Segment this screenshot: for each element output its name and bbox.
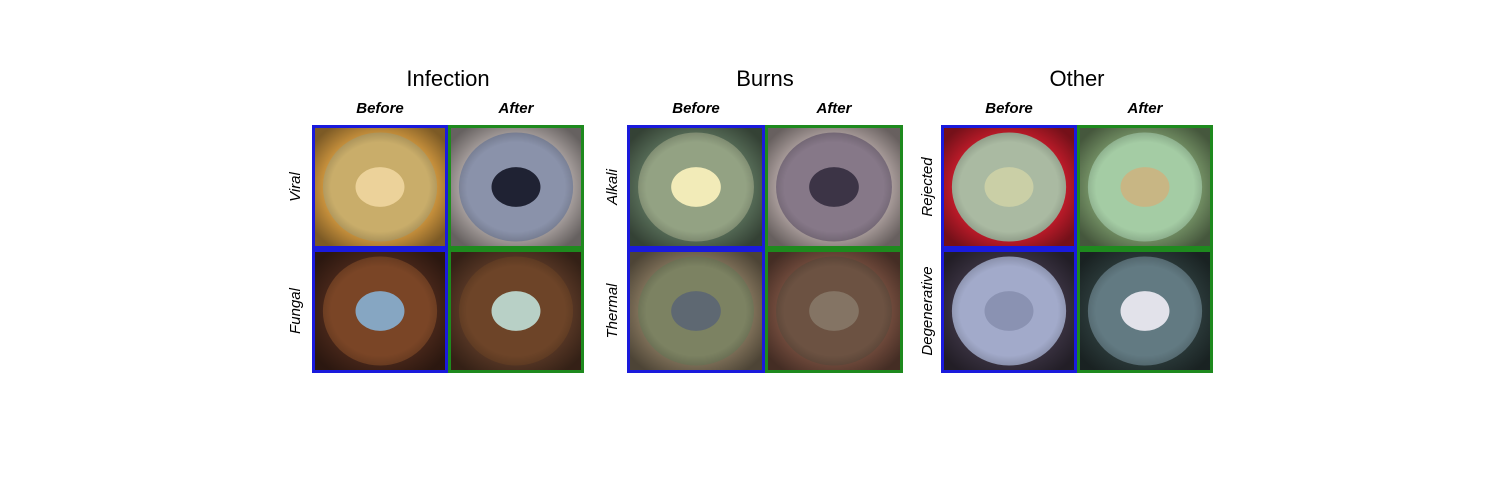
column-label: After	[1126, 100, 1163, 117]
photo-frame	[765, 249, 903, 373]
column-label: After	[497, 100, 534, 117]
eye-photo	[448, 125, 584, 249]
photo-shade	[941, 249, 1077, 373]
photo-shade	[941, 125, 1077, 249]
photo-frame	[941, 249, 1077, 373]
photo-frame	[312, 125, 448, 249]
photo-shade	[1077, 249, 1213, 373]
photo-frame	[448, 249, 584, 373]
row-label: Thermal	[604, 283, 621, 339]
photo-frame	[941, 125, 1077, 249]
eye-photo	[1077, 125, 1213, 249]
eye-photo	[627, 125, 765, 249]
photo-frame	[448, 125, 584, 249]
photo-shade	[448, 249, 584, 373]
photo-shade	[312, 125, 448, 249]
photo-shade	[627, 249, 765, 373]
column-label: Before	[985, 100, 1033, 117]
photo-shade	[627, 125, 765, 249]
row-label: Alkali	[604, 168, 621, 206]
column-label: Before	[672, 100, 720, 117]
photo-frame	[627, 125, 765, 249]
photo-shade	[765, 249, 903, 373]
photo-shade	[448, 125, 584, 249]
column-label: After	[815, 100, 852, 117]
eye-photo	[765, 125, 903, 249]
eye-photo	[312, 125, 448, 249]
row-label: Fungal	[287, 287, 304, 334]
photo-frame	[627, 249, 765, 373]
photo-shade	[1077, 125, 1213, 249]
photo-frame	[1077, 249, 1213, 373]
eye-photo	[448, 249, 584, 373]
eye-photo	[1077, 249, 1213, 373]
row-label: Rejected	[919, 157, 936, 217]
eye-photo	[941, 125, 1077, 249]
row-label: Viral	[287, 171, 304, 201]
photo-shade	[765, 125, 903, 249]
photo-frame	[312, 249, 448, 373]
group-title: Infection	[406, 66, 489, 91]
eye-photo	[941, 249, 1077, 373]
photo-frame	[765, 125, 903, 249]
group-title: Burns	[736, 66, 793, 91]
group-title: Other	[1049, 66, 1104, 91]
row-label: Degenerative	[919, 266, 936, 355]
photo-shade	[312, 249, 448, 373]
eye-photo	[627, 249, 765, 373]
column-label: Before	[356, 100, 404, 117]
eye-photo	[765, 249, 903, 373]
photo-frame	[1077, 125, 1213, 249]
eye-photo	[312, 249, 448, 373]
